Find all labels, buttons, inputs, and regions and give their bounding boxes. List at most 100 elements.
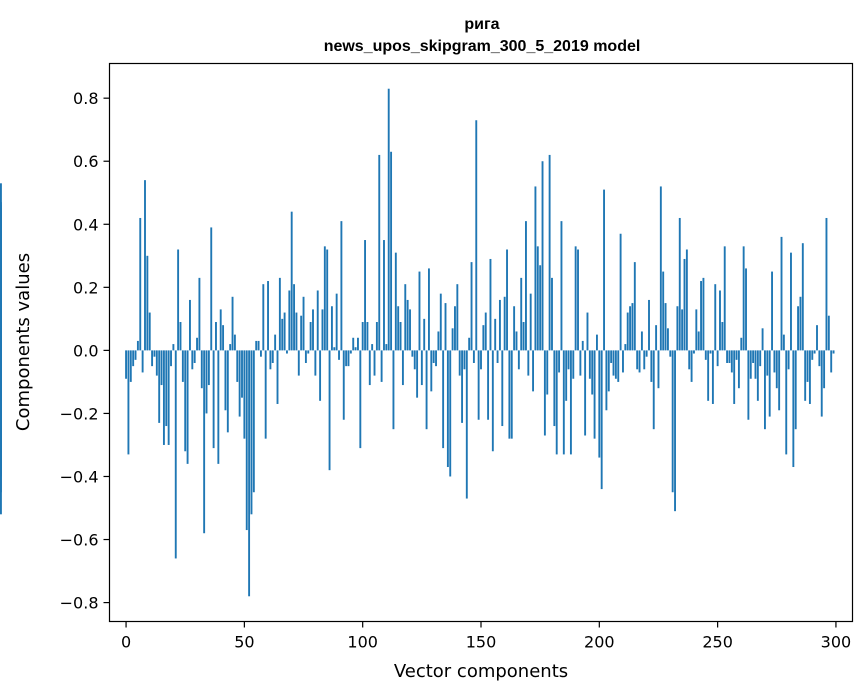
x-tick-label: 0 xyxy=(121,633,131,652)
bar xyxy=(475,120,478,351)
bar xyxy=(577,249,579,351)
bar xyxy=(612,350,615,376)
bar xyxy=(664,303,667,351)
bar xyxy=(553,350,556,427)
bar xyxy=(215,322,217,351)
bar xyxy=(645,350,648,357)
bar xyxy=(650,350,653,382)
bar xyxy=(432,350,435,363)
y-tick-label: −0.4 xyxy=(60,467,99,486)
bar xyxy=(735,350,738,360)
bar xyxy=(780,236,783,351)
bar xyxy=(607,350,610,392)
bar xyxy=(323,246,326,351)
bar xyxy=(219,309,222,351)
bar xyxy=(503,296,506,351)
y-tick-label: 0.2 xyxy=(73,278,98,297)
bar xyxy=(312,309,314,351)
bar xyxy=(198,277,201,351)
bar xyxy=(446,350,449,468)
bar xyxy=(588,350,591,379)
bar xyxy=(640,331,643,351)
bar xyxy=(671,350,674,493)
bar xyxy=(827,315,830,351)
y-tick-label: 0.0 xyxy=(73,341,98,360)
bar xyxy=(572,350,575,379)
bar xyxy=(364,240,366,351)
bar xyxy=(626,312,629,351)
bar xyxy=(392,350,395,430)
bar xyxy=(558,350,561,373)
bar xyxy=(401,350,404,386)
bar xyxy=(792,350,795,468)
bar xyxy=(820,350,823,417)
bar xyxy=(321,309,324,351)
bar xyxy=(797,306,800,351)
x-tick-label: 150 xyxy=(466,633,497,652)
bar xyxy=(158,350,161,423)
bar xyxy=(676,306,679,351)
bar xyxy=(326,249,329,351)
bar xyxy=(799,296,802,351)
bars-group xyxy=(0,88,835,597)
bar xyxy=(437,331,440,351)
bar xyxy=(693,350,695,354)
bar xyxy=(484,312,487,351)
bar xyxy=(283,312,286,351)
bar xyxy=(737,350,740,389)
bar xyxy=(271,350,274,363)
bar xyxy=(782,334,785,351)
bar xyxy=(243,350,246,439)
bar xyxy=(764,350,766,430)
x-tick-label: 300 xyxy=(821,633,852,652)
bar xyxy=(491,350,494,452)
bar xyxy=(546,350,549,395)
bar xyxy=(498,299,501,351)
bar xyxy=(749,350,752,379)
bar xyxy=(442,350,445,449)
bar xyxy=(472,350,475,363)
bar xyxy=(728,350,731,363)
bar xyxy=(825,217,828,351)
bar xyxy=(579,350,582,376)
x-axis: 0 50 100 150 200 250 300 xyxy=(121,621,852,652)
bar xyxy=(397,306,400,351)
bar xyxy=(603,189,605,351)
bar xyxy=(804,350,807,401)
bar xyxy=(278,277,281,351)
bar xyxy=(548,154,551,351)
bar xyxy=(373,350,376,376)
bar xyxy=(162,350,165,445)
bar xyxy=(695,309,698,351)
bar xyxy=(591,350,594,395)
bar xyxy=(361,322,364,351)
bar xyxy=(390,151,393,351)
bar xyxy=(174,350,177,559)
bar xyxy=(494,318,497,351)
bar xyxy=(153,350,156,357)
bar xyxy=(378,154,381,351)
bar xyxy=(586,312,589,351)
bar xyxy=(598,350,601,458)
bar xyxy=(281,318,284,351)
bar xyxy=(217,350,220,464)
bar xyxy=(508,350,511,439)
bar xyxy=(470,262,473,351)
bar xyxy=(172,344,175,351)
y-tick-label: 0.8 xyxy=(73,89,98,108)
bar xyxy=(297,350,300,376)
bar xyxy=(210,227,213,351)
bar xyxy=(723,246,726,351)
bar xyxy=(394,252,397,351)
bar xyxy=(818,350,821,367)
bar xyxy=(359,350,362,449)
x-axis-label: Vector components xyxy=(394,661,568,682)
bar xyxy=(565,350,568,401)
bar xyxy=(345,350,348,367)
bar xyxy=(136,340,139,351)
bar xyxy=(714,284,717,351)
bar xyxy=(383,240,385,351)
bar xyxy=(366,322,369,351)
bar xyxy=(200,350,203,389)
bar xyxy=(465,350,468,499)
